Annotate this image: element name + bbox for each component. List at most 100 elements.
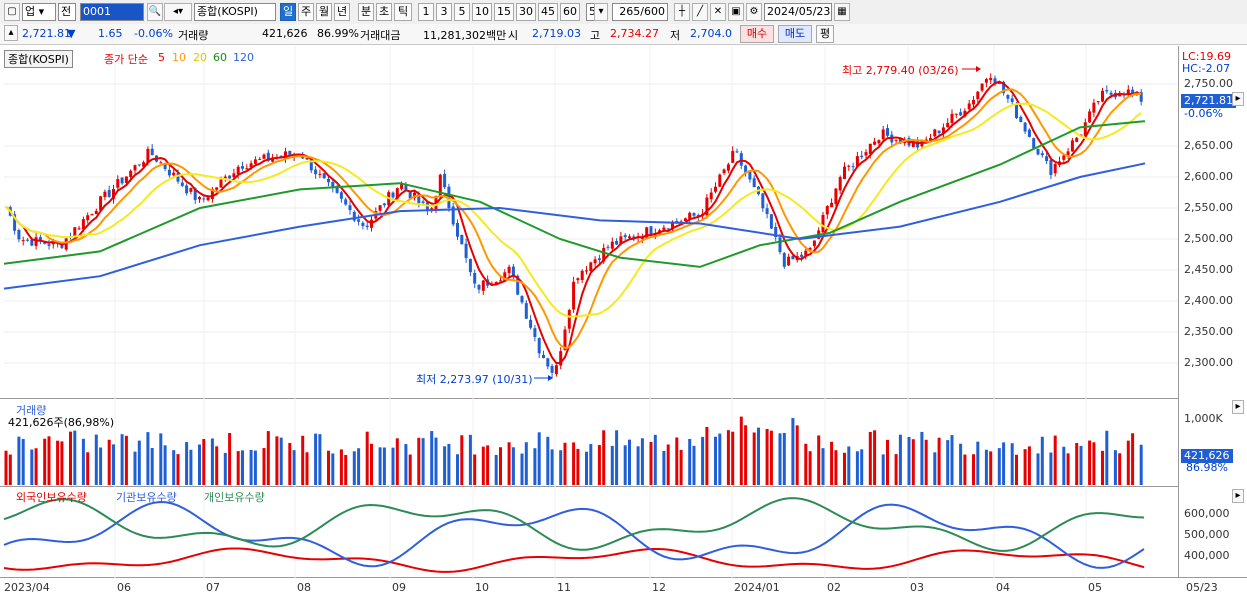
volume-bar	[185, 442, 189, 485]
interval-5-button[interactable]: 5	[454, 3, 470, 21]
candle-body	[855, 156, 859, 167]
period-day-tab[interactable]: 일	[280, 3, 296, 21]
period-second-tab[interactable]: 초	[376, 3, 392, 21]
interval-15-button[interactable]: 15	[494, 3, 514, 21]
xtick-04: 04	[996, 581, 1010, 594]
candle-body	[800, 254, 803, 257]
volume-panel-title: 거래량	[16, 404, 47, 417]
sound-icon[interactable]: ◂▾	[164, 3, 192, 21]
draw-tool-icon[interactable]: ╱	[692, 3, 708, 21]
interval-45-button[interactable]: 45	[538, 3, 558, 21]
calendar-icon[interactable]: ▦	[834, 3, 850, 21]
volume-bar	[1118, 453, 1122, 485]
volume-bar	[318, 434, 322, 485]
volume-bar	[894, 454, 898, 485]
volume-bar	[172, 450, 176, 485]
interval-1-button[interactable]: 1	[418, 3, 434, 21]
moving-averages	[3, 80, 1146, 365]
volume-bar	[649, 441, 653, 485]
volume-bar	[352, 451, 356, 485]
volume-bar	[275, 436, 279, 485]
sell-button[interactable]: 매도	[778, 25, 812, 43]
candle-body	[550, 365, 554, 373]
count-dropdown-icon[interactable]: ▾	[594, 3, 608, 21]
range-input[interactable]: 265/600	[612, 3, 668, 21]
xtick-06: 06	[117, 581, 131, 594]
volume-bar	[821, 448, 825, 485]
volume-bar	[210, 438, 214, 485]
collapse-icon[interactable]: ▴	[4, 25, 18, 41]
prev-select[interactable]: 전	[58, 3, 76, 21]
code-input[interactable]: 0001	[80, 3, 144, 21]
candle-body	[180, 182, 184, 186]
ma-label: 종가 단순	[104, 53, 148, 66]
period-minute-tab[interactable]: 분	[358, 3, 374, 21]
volume-label: 거래량	[178, 29, 209, 42]
xtick-2023-04: 2023/04	[4, 581, 50, 594]
price-scale-icon[interactable]: ▸	[1232, 92, 1244, 106]
candle-body	[628, 236, 631, 239]
candle-body	[352, 211, 356, 221]
count-value: 5	[589, 5, 596, 18]
period-week-tab[interactable]: 주	[298, 3, 314, 21]
market-select[interactable]: 업 ▾	[22, 3, 56, 21]
volume-bar	[701, 436, 705, 485]
candle-body	[567, 310, 571, 329]
ytick-2550: 2,550.00	[1184, 201, 1233, 214]
xtick-08: 08	[297, 581, 311, 594]
volume-bar	[769, 430, 773, 485]
volume-bar	[782, 432, 786, 485]
candle-body	[1053, 163, 1057, 174]
eval-button[interactable]: 평	[816, 25, 834, 43]
holdings-scale-icon[interactable]: ▸	[1232, 489, 1244, 503]
crosshair-icon[interactable]: ✕	[710, 3, 726, 21]
period-year-tab[interactable]: 년	[334, 3, 350, 21]
price-arrow-icon: ▼	[67, 27, 76, 40]
period-tick-tab[interactable]: 틱	[394, 3, 412, 21]
search-icon[interactable]: 🔍	[147, 3, 163, 21]
volume-bar	[30, 449, 34, 485]
interval-3-button[interactable]: 3	[436, 3, 452, 21]
gear-icon[interactable]: ⚙	[746, 3, 762, 21]
save-icon[interactable]: ▣	[728, 3, 744, 21]
candle-body	[193, 188, 197, 200]
candle-body	[580, 270, 584, 281]
volume-bar	[107, 439, 111, 485]
price-panel-title[interactable]: 종합(KOSPI)	[4, 50, 73, 68]
candle-body	[456, 223, 459, 237]
candle-body	[266, 152, 270, 161]
change-percent: -0.06%	[134, 27, 173, 40]
interval-30-button[interactable]: 30	[516, 3, 536, 21]
volume-bar	[486, 445, 490, 485]
ytick-2450: 2,450.00	[1184, 263, 1233, 276]
date-input[interactable]: 2024/05/23	[764, 3, 832, 21]
period-month-tab[interactable]: 월	[316, 3, 332, 21]
candle-body	[1131, 89, 1135, 94]
candle-body	[34, 237, 38, 246]
volume-bar	[81, 438, 85, 485]
interval-60-button[interactable]: 60	[560, 3, 580, 21]
volume-bar	[662, 450, 666, 485]
volume-bar	[370, 443, 373, 485]
ma60-line	[3, 120, 1146, 268]
volume-bar	[331, 453, 335, 485]
window-icon[interactable]: ▢	[4, 3, 20, 21]
interval-10-button[interactable]: 10	[472, 3, 492, 21]
volume-bar	[817, 435, 821, 485]
volume-bar	[898, 434, 902, 485]
candle-body	[585, 270, 588, 272]
volume-bar	[868, 431, 872, 485]
volume-value: 421,626	[262, 27, 308, 40]
candle-body	[378, 205, 382, 211]
candle-body	[683, 218, 687, 221]
volume-bar	[610, 445, 614, 485]
volume-bar	[73, 430, 77, 485]
volume-bar	[511, 447, 515, 485]
buy-button[interactable]: 매수	[740, 25, 774, 43]
volume-bar	[430, 431, 434, 485]
volume-bar	[241, 450, 244, 485]
volume-scale-icon[interactable]: ▸	[1232, 400, 1244, 414]
indicator-icon[interactable]: ┼	[674, 3, 690, 21]
candle-body	[894, 139, 898, 141]
volume-bar	[421, 438, 425, 485]
